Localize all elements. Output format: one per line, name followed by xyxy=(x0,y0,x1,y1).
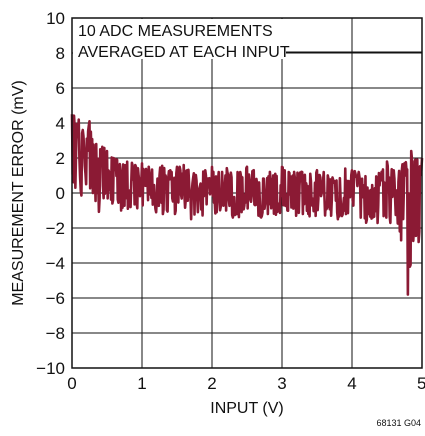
y-tick-label: −8 xyxy=(46,324,65,343)
y-tick-label: 0 xyxy=(56,184,65,203)
x-tick-label: 1 xyxy=(137,374,146,393)
y-tick-label: −6 xyxy=(46,289,65,308)
y-tick-label: 6 xyxy=(56,79,65,98)
figure-id: 68131 G04 xyxy=(376,418,421,428)
plot-frame xyxy=(71,17,423,369)
x-tick-label: 2 xyxy=(207,374,216,393)
y-tick-label: −10 xyxy=(36,359,65,378)
y-tick-label: 2 xyxy=(56,149,65,168)
x-tick-label: 5 xyxy=(417,374,425,393)
x-tick-label: 3 xyxy=(277,374,286,393)
series-layer xyxy=(70,114,424,296)
x-axis-label: INPUT (V) xyxy=(210,400,283,417)
y-tick-label: 8 xyxy=(56,44,65,63)
series-line xyxy=(70,114,424,296)
y-tick-label: −4 xyxy=(46,254,65,273)
y-tick-label: −2 xyxy=(46,219,65,238)
annotation-line-2: AVERAGED AT EACH INPUT xyxy=(78,44,290,61)
x-tick-label: 4 xyxy=(347,374,356,393)
x-tick-labels: 0 1 2 3 4 5 xyxy=(67,374,425,393)
y-tick-label: 10 xyxy=(46,9,65,28)
x-tick-label: 0 xyxy=(67,374,76,393)
annotation-line-1: 10 ADC MEASUREMENTS xyxy=(78,23,273,40)
y-tick-labels: 10 8 6 4 2 0 −2 −4 −6 −8 −10 xyxy=(36,9,65,378)
y-axis-label: MEASUREMENT ERROR (mV) xyxy=(10,80,27,306)
y-tick-label: 4 xyxy=(56,114,65,133)
annotation-background xyxy=(73,19,286,59)
